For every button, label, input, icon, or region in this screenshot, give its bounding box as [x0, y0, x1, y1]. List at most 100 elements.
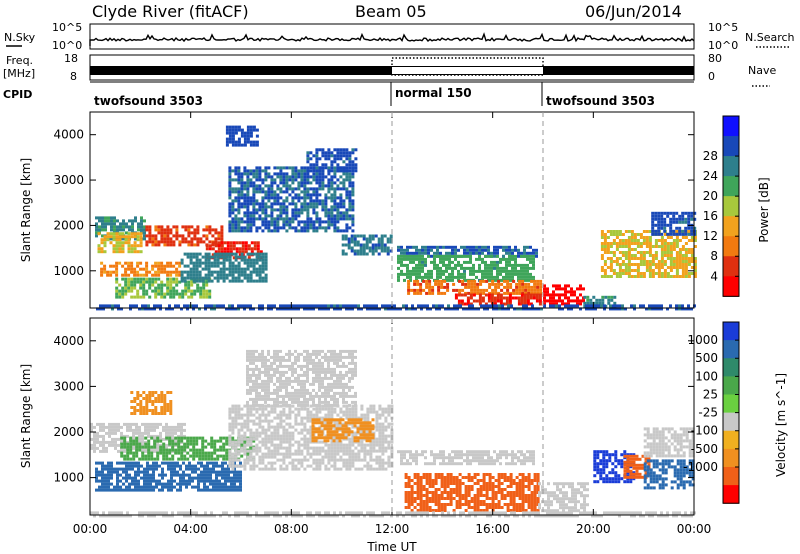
- data-cell: [285, 431, 289, 435]
- data-cell: [609, 304, 612, 308]
- data-cell: [228, 413, 232, 417]
- data-cell: [101, 473, 104, 477]
- data-cell: [490, 260, 493, 264]
- data-cell: [178, 273, 182, 277]
- data-cell: [145, 261, 149, 265]
- data-cell: [532, 266, 535, 270]
- data-cell: [350, 246, 354, 250]
- data-cell: [294, 208, 298, 212]
- data-cell: [666, 254, 670, 257]
- data-cell: [601, 301, 605, 305]
- data-cell: [327, 157, 331, 161]
- data-cell: [243, 169, 247, 173]
- data-cell: [351, 214, 355, 218]
- data-cell: [499, 266, 502, 270]
- data-cell: [365, 240, 369, 244]
- data-cell: [273, 229, 277, 233]
- data-cell: [140, 228, 143, 232]
- data-cell: [636, 251, 640, 254]
- data-cell: [414, 307, 417, 311]
- data-cell: [146, 488, 149, 492]
- data-cell: [113, 485, 116, 489]
- data-cell: [615, 236, 619, 239]
- data-cell: [166, 237, 170, 241]
- data-cell: [675, 239, 679, 242]
- data-cell: [135, 451, 139, 455]
- nsearch-tick-bottom: 10^0: [708, 39, 738, 52]
- data-cell: [118, 232, 122, 236]
- data-cell: [348, 464, 352, 468]
- data-cell: [508, 275, 511, 279]
- data-cell: [333, 446, 337, 450]
- data-cell: [627, 254, 631, 257]
- data-cell: [237, 217, 241, 221]
- nsearch-tick-top: 10^5: [708, 21, 738, 34]
- data-cell: [192, 304, 195, 308]
- data-cell: [210, 436, 214, 440]
- data-cell: [342, 166, 346, 170]
- data-cell: [206, 464, 209, 468]
- data-cell: [630, 254, 634, 257]
- data-cell: [420, 304, 423, 308]
- data-cell: [466, 245, 469, 249]
- data-cell: [526, 245, 529, 249]
- data-cell: [603, 263, 607, 266]
- data-cell: [505, 302, 509, 306]
- data-cell: [460, 245, 463, 249]
- data-cell: [231, 404, 235, 408]
- data-cell: [648, 242, 652, 245]
- data-cell: [252, 307, 255, 311]
- data-cell: [157, 273, 161, 277]
- data-cell: [336, 169, 340, 173]
- data-cell: [612, 260, 616, 263]
- data-cell: [374, 234, 378, 238]
- data-cell: [174, 425, 177, 429]
- data-cell: [303, 196, 307, 200]
- region-8: [228, 166, 355, 233]
- data-cell: [333, 193, 337, 197]
- data-cell: [206, 479, 209, 483]
- data-cell: [198, 273, 202, 277]
- data-cell: [315, 154, 319, 158]
- data-cell: [445, 254, 448, 258]
- data-cell: [103, 235, 107, 239]
- data-cell: [116, 470, 119, 474]
- data-cell: [342, 452, 346, 456]
- data-cell: [237, 304, 240, 308]
- data-cell: [146, 473, 149, 477]
- data-cell: [228, 205, 232, 209]
- data-cell: [198, 264, 202, 268]
- data-cell: [130, 286, 134, 290]
- data-cell: [177, 422, 180, 426]
- data-cell: [243, 196, 247, 200]
- data-cell: [279, 425, 283, 429]
- data-cell: [430, 254, 433, 258]
- data-cell: [237, 169, 241, 173]
- data-cell: [621, 263, 625, 266]
- data-cell: [476, 282, 480, 286]
- data-cell: [163, 295, 167, 299]
- data-cell: [264, 264, 268, 268]
- data-cell: [356, 240, 360, 244]
- data-cell: [147, 454, 151, 458]
- data-cell: [324, 304, 327, 308]
- data-cell: [270, 404, 274, 408]
- data-cell: [339, 211, 343, 215]
- data-cell: [636, 272, 640, 275]
- data-cell: [502, 275, 505, 279]
- data-cell: [342, 184, 346, 188]
- data-cell: [333, 458, 337, 462]
- data-cell: [180, 276, 184, 280]
- data-cell: [237, 193, 241, 197]
- data-cell: [339, 446, 343, 450]
- data-cell: [321, 169, 325, 173]
- data-cell: [291, 437, 295, 441]
- data-cell: [657, 214, 661, 218]
- data-cell: [462, 307, 465, 311]
- data-cell: [132, 451, 136, 455]
- data-cell: [160, 261, 164, 265]
- data-cell: [415, 275, 418, 279]
- data-cell: [448, 275, 451, 279]
- data-cell: [418, 275, 421, 279]
- data-cell: [183, 304, 186, 308]
